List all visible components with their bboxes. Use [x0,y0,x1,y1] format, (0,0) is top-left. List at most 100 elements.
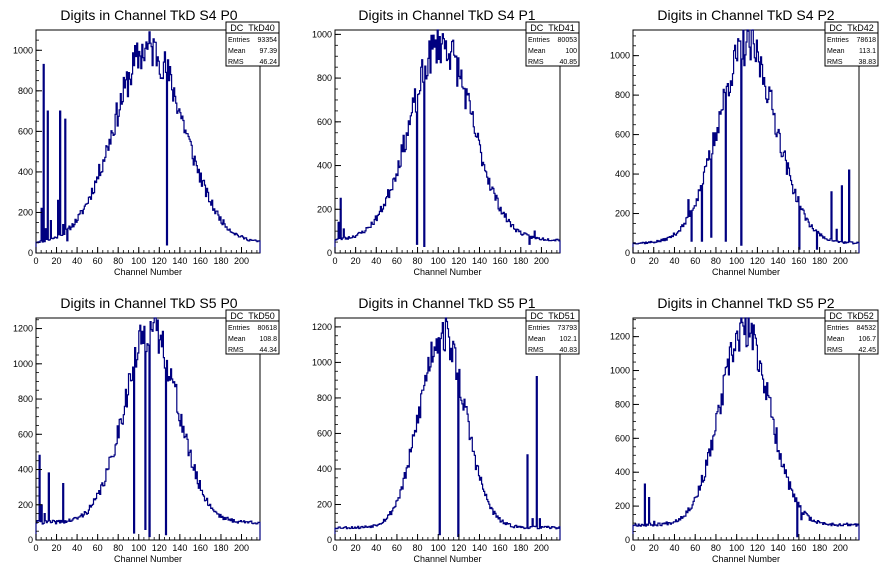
plot-frame [334,29,561,254]
stats-value: 93354 [258,37,278,44]
x-axis-label: Channel Number [413,554,481,564]
x-tick-label: 40 [371,256,381,266]
stats-box-name: DC_TkD52 [829,311,874,321]
y-tick-label: 200 [317,499,332,509]
y-tick-label: 1000 [13,359,33,369]
histogram-series [334,317,561,540]
histogram-panel-4: Digits in Channel TkD S5 P1 0 20 40 60 80 100 1… [312,295,580,564]
y-tick-label: 800 [18,394,33,404]
stats-box-frame [525,21,580,67]
y-tick-label: 1000 [312,357,332,367]
y-tick-label: 400 [317,464,332,474]
y-tick-label: 1000 [13,45,33,55]
x-tick-label: 180 [513,256,528,266]
stats-box-frame [225,21,280,67]
y-tick-label: 800 [18,86,33,96]
x-tick-label: 60 [690,543,700,553]
y-tick-label: 400 [317,161,332,171]
y-tick-label: 200 [18,500,33,510]
stats-value: 44.34 [259,347,277,354]
y-tick-label: 200 [317,204,332,214]
stats-value: 42.45 [858,347,876,354]
y-tick-label: 0 [28,248,33,258]
x-tick-label: 0 [332,256,337,266]
plot-frame [334,317,561,541]
histogram-series [632,29,860,253]
stats-label: Entries [528,37,550,44]
stats-value: 100 [565,48,577,55]
stats-label: Entries [228,37,250,44]
x-tick-label: 0 [33,543,38,553]
x-tick-label: 180 [213,543,228,553]
stats-label: RMS [228,59,244,66]
stats-value: 40.83 [559,347,577,354]
y-tick-label: 1200 [13,324,33,334]
stats-value: 80053 [558,37,578,44]
histogram-title: Digits in Channel TkD S5 P1 [358,295,535,311]
x-tick-label: 100 [131,543,146,553]
x-tick-label: 60 [392,543,402,553]
x-tick-label: 40 [72,256,82,266]
x-tick-label: 120 [451,543,466,553]
histogram-series [35,317,261,540]
y-tick-label: 600 [317,428,332,438]
x-tick-label: 80 [113,543,123,553]
y-tick-label: 800 [317,73,332,83]
stats-box-frame [225,309,280,355]
x-axis-label: Channel Number [114,554,182,564]
x-axis-label: Channel Number [114,267,182,277]
x-tick-label: 0 [332,543,337,553]
x-tick-label: 40 [669,543,679,553]
x-tick-label: 160 [791,256,806,266]
stats-label: RMS [228,347,244,354]
x-tick-label: 40 [371,543,381,553]
x-tick-label: 100 [431,256,446,266]
histogram-title: Digits in Channel TkD S4 P2 [657,7,834,23]
stats-value: 113.1 [859,48,876,55]
x-tick-label: 20 [52,543,62,553]
stats-box: DC_TkD40 Entries 93354 Mean 97.39 RMS 46.24 [225,21,280,67]
stats-label: Mean [827,336,845,343]
x-tick-label: 20 [649,256,659,266]
x-tick-label: 80 [413,256,423,266]
x-tick-label: 160 [493,256,508,266]
stats-label: Entries [228,325,250,332]
stats-box: DC_TkD52 Entries 84532 Mean 106.7 RMS 42.45 [824,309,879,355]
x-tick-label: 40 [72,543,82,553]
stats-box: DC_TkD50 Entries 80618 Mean 108.8 RMS 44.34 [225,309,280,355]
y-tick-label: 1200 [312,322,332,332]
x-tick-label: 180 [812,543,827,553]
stats-box-name: DC_TkD42 [829,23,874,33]
x-tick-label: 160 [791,543,806,553]
x-tick-label: 60 [93,543,103,553]
y-tick-label: 0 [625,248,630,258]
plot-frame [35,317,261,541]
x-tick-label: 200 [534,256,549,266]
stats-value: 38.83 [858,59,876,66]
stats-value: 84532 [857,325,877,332]
x-tick-label: 120 [152,256,167,266]
histogram-panel-5: Digits in Channel TkD S5 P2 0 20 40 60 80 100 1… [610,295,879,564]
y-tick-label: 400 [18,167,33,177]
stats-box-frame [824,309,879,355]
histogram-panel-2: Digits in Channel TkD S4 P2 0 20 40 60 80 100 1… [610,7,879,277]
y-tick-label: 0 [625,535,630,545]
stats-label: Mean [228,336,246,343]
stats-box: DC_TkD51 Entries 73793 Mean 102.1 RMS 40.83 [525,309,580,355]
stats-label: RMS [528,59,544,66]
stats-label: RMS [528,347,544,354]
histogram-series [334,29,561,253]
x-tick-label: 160 [193,256,208,266]
stats-value: 40.85 [559,59,577,66]
x-tick-label: 120 [451,256,466,266]
stats-value: 73793 [558,325,578,332]
y-tick-label: 600 [615,130,630,140]
x-tick-label: 80 [413,543,423,553]
x-tick-label: 100 [729,256,744,266]
stats-label: RMS [827,347,843,354]
stats-box: DC_TkD42 Entries 78618 Mean 113.1 RMS 38.83 [824,21,879,67]
stats-label: Mean [528,48,546,55]
histogram-title: Digits in Channel TkD S4 P1 [358,7,535,23]
stats-box-name: DC_TkD51 [530,311,575,321]
